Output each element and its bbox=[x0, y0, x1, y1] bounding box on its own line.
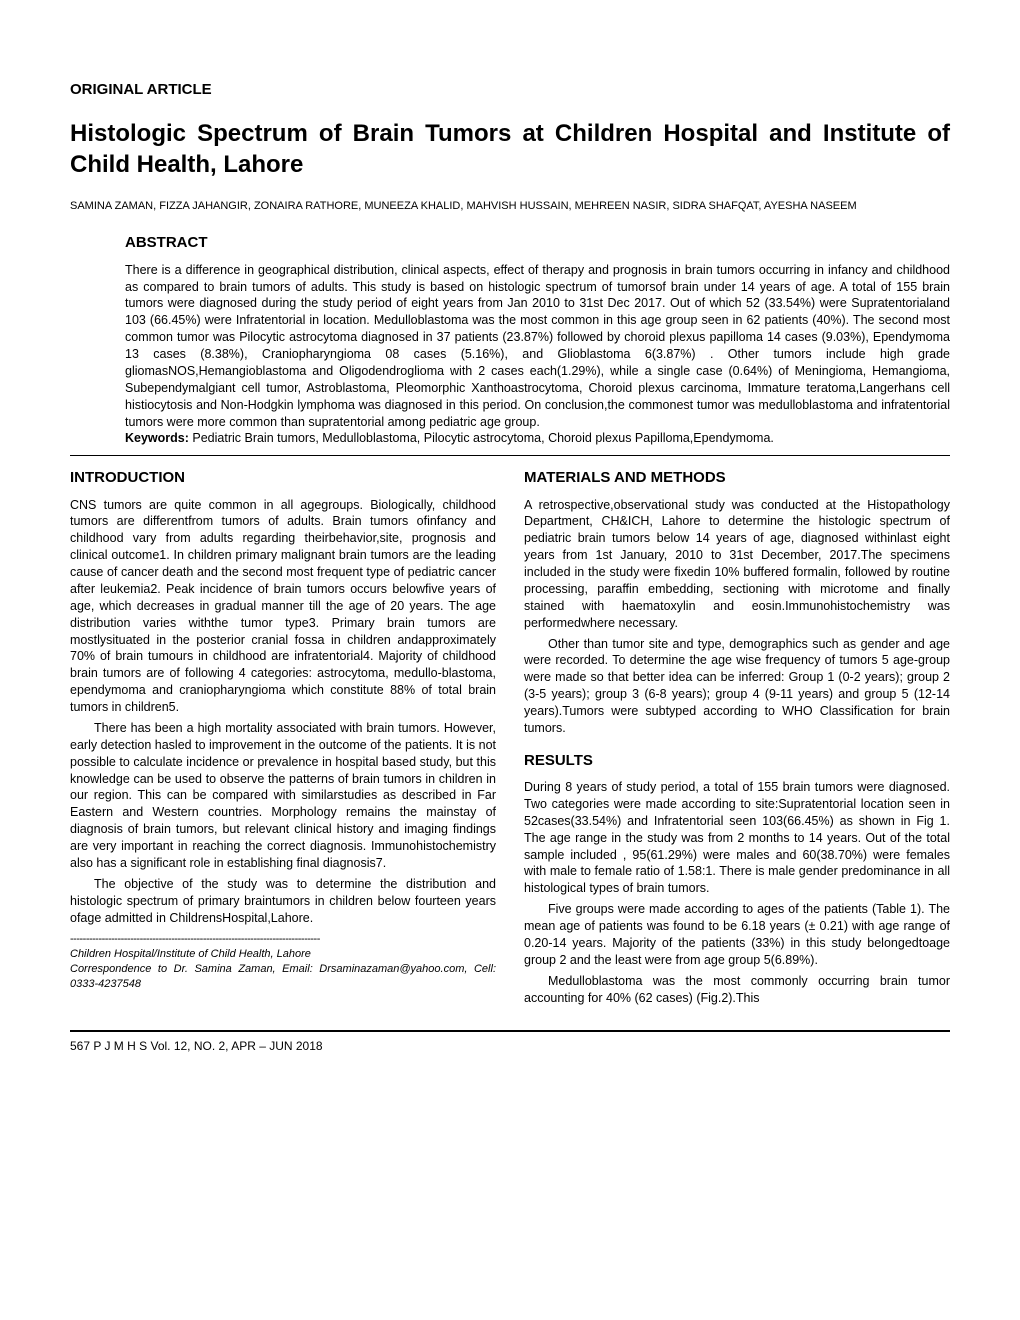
affiliation-line: Children Hospital/Institute of Child Hea… bbox=[70, 947, 496, 962]
results-paragraph-1: During 8 years of study period, a total … bbox=[524, 779, 950, 897]
methods-heading: MATERIALS AND METHODS bbox=[524, 468, 950, 488]
keywords-text: Pediatric Brain tumors, Medulloblastoma,… bbox=[189, 431, 774, 445]
abstract-heading: ABSTRACT bbox=[125, 233, 950, 253]
keywords-line: Keywords: Pediatric Brain tumors, Medull… bbox=[125, 430, 950, 447]
correspondence-line: Correspondence to Dr. Samina Zaman, Emai… bbox=[70, 962, 496, 992]
authors-list: SAMINA ZAMAN, FIZZA JAHANGIR, ZONAIRA RA… bbox=[70, 199, 950, 214]
right-column: MATERIALS AND METHODS A retrospective,ob… bbox=[524, 468, 950, 1010]
intro-paragraph-3: The objective of the study was to determ… bbox=[70, 876, 496, 927]
intro-paragraph-1: CNS tumors are quite common in all agegr… bbox=[70, 497, 496, 716]
keywords-label: Keywords: bbox=[125, 431, 189, 445]
results-paragraph-2: Five groups were made according to ages … bbox=[524, 901, 950, 969]
article-type-label: ORIGINAL ARTICLE bbox=[70, 80, 950, 100]
results-paragraph-3: Medulloblastoma was the most commonly oc… bbox=[524, 973, 950, 1007]
introduction-heading: INTRODUCTION bbox=[70, 468, 496, 488]
two-column-body: INTRODUCTION CNS tumors are quite common… bbox=[70, 468, 950, 1010]
page-footer: 567 P J M H S Vol. 12, NO. 2, APR – JUN … bbox=[70, 1030, 950, 1054]
intro-paragraph-2: There has been a high mortality associat… bbox=[70, 720, 496, 872]
separator-dashes: ----------------------------------------… bbox=[70, 932, 496, 947]
left-column: INTRODUCTION CNS tumors are quite common… bbox=[70, 468, 496, 1010]
abstract-body: There is a difference in geographical di… bbox=[125, 262, 950, 431]
methods-paragraph-1: A retrospective,observational study was … bbox=[524, 497, 950, 632]
article-title: Histologic Spectrum of Brain Tumors at C… bbox=[70, 118, 950, 180]
abstract-section: ABSTRACT There is a difference in geogra… bbox=[125, 233, 950, 447]
results-heading: RESULTS bbox=[524, 751, 950, 771]
abstract-divider bbox=[70, 455, 950, 456]
methods-paragraph-2: Other than tumor site and type, demograp… bbox=[524, 636, 950, 737]
